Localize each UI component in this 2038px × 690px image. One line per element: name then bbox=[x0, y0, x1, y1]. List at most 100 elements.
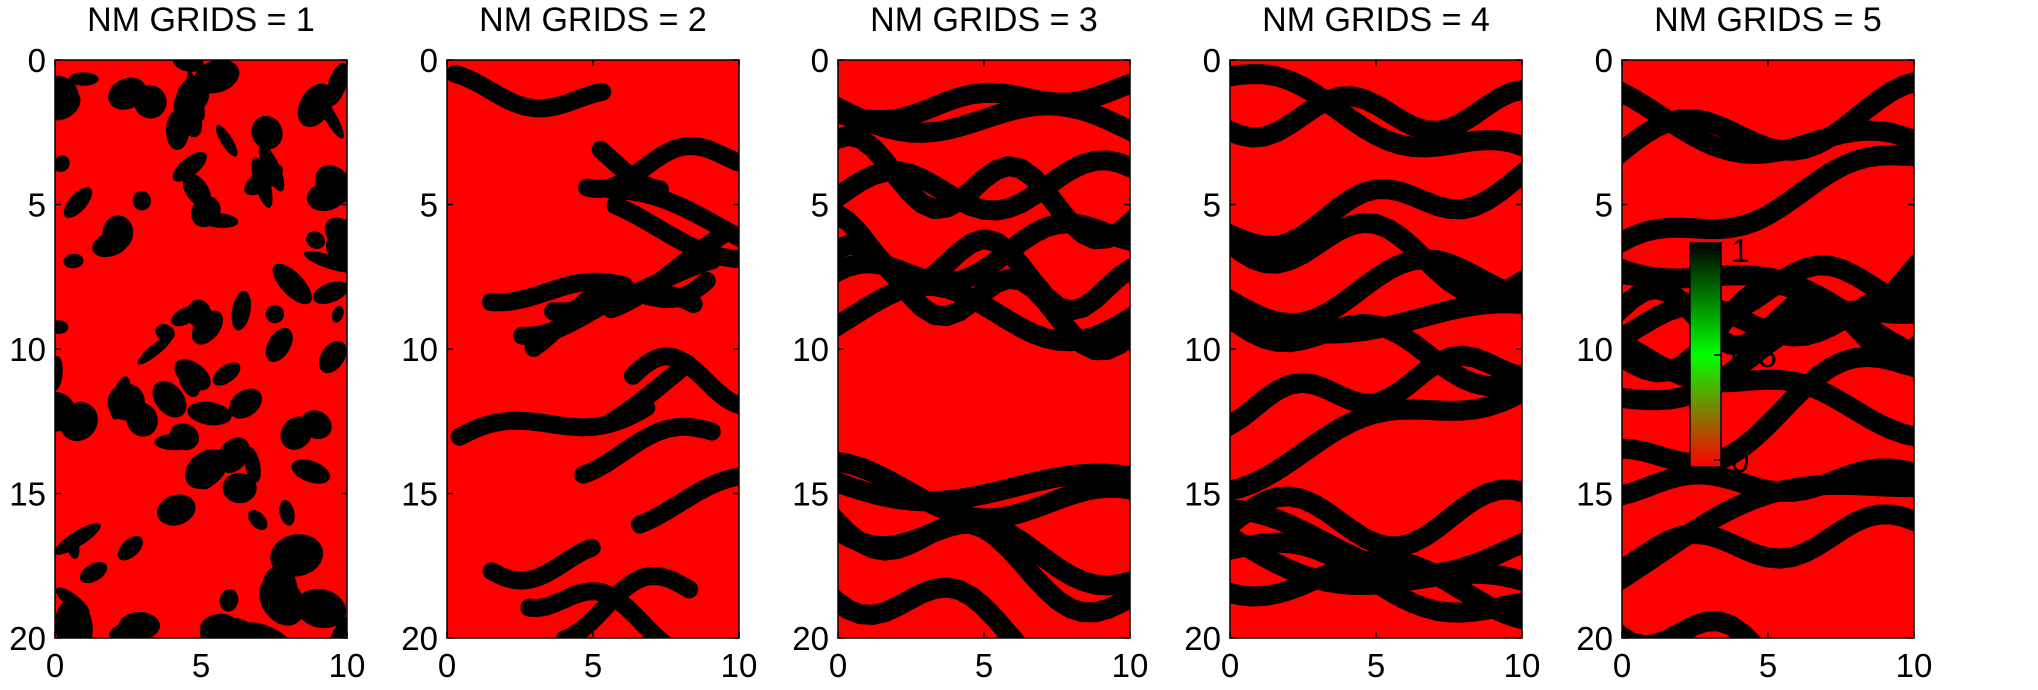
channel-marks bbox=[1622, 71, 1914, 638]
channel-blob bbox=[324, 217, 347, 251]
y-tick-label: 15 bbox=[9, 476, 46, 513]
channel bbox=[1230, 64, 1522, 158]
channel-blob bbox=[251, 115, 283, 150]
channel-blob bbox=[279, 500, 295, 526]
channel bbox=[1622, 258, 1914, 365]
channel bbox=[1622, 300, 1914, 411]
x-tick-label: 5 bbox=[584, 647, 602, 684]
x-tick-label: 10 bbox=[329, 647, 366, 684]
channel-blob bbox=[212, 362, 241, 386]
channel-blob bbox=[152, 380, 187, 418]
channel bbox=[1230, 79, 1522, 148]
y-tick-label: 10 bbox=[1184, 331, 1221, 368]
channel-blob bbox=[173, 60, 204, 72]
channel-blob bbox=[66, 534, 80, 559]
x-tick-label: 5 bbox=[975, 647, 993, 684]
panel: NM GRIDS = 4 0 5 10 0 5 10 15 20 bbox=[1184, 1, 1540, 684]
y-tick-label: 0 bbox=[420, 42, 438, 79]
x-tick-label: 5 bbox=[192, 647, 210, 684]
y-tick-label: 10 bbox=[9, 331, 46, 368]
channel bbox=[838, 463, 1130, 512]
channel-blob bbox=[79, 561, 108, 584]
channel bbox=[838, 507, 1130, 623]
channel-blob bbox=[295, 588, 347, 629]
channel bbox=[838, 452, 1130, 529]
channel-blob bbox=[297, 83, 334, 128]
y-tick-label: 15 bbox=[1576, 476, 1613, 513]
y-tick-label: 20 bbox=[1576, 620, 1613, 657]
channel bbox=[838, 125, 1130, 250]
channel-blob bbox=[258, 144, 285, 192]
channel-blob bbox=[63, 187, 93, 218]
channel bbox=[556, 567, 699, 638]
channel bbox=[1622, 474, 1914, 591]
panel: NM GRIDS = 3 0 5 10 0 5 10 15 20 bbox=[792, 1, 1148, 684]
channel-blob bbox=[55, 320, 69, 334]
colorbar-tick-label: 0.5 bbox=[1731, 337, 1777, 374]
x-tick-label: 10 bbox=[1896, 647, 1933, 684]
channel-blob bbox=[280, 416, 313, 450]
channel bbox=[1230, 532, 1522, 623]
y-tick-label: 20 bbox=[401, 620, 438, 657]
channel-marks bbox=[1230, 64, 1522, 630]
channel bbox=[1230, 161, 1522, 256]
channel-blob bbox=[55, 587, 90, 616]
channel-blob bbox=[303, 251, 347, 273]
channel bbox=[481, 272, 634, 312]
channel bbox=[520, 582, 672, 638]
channel bbox=[482, 538, 601, 590]
channel-blob bbox=[291, 459, 331, 484]
channel-blob bbox=[231, 290, 252, 331]
channel bbox=[630, 467, 739, 534]
channel-blob bbox=[272, 263, 312, 305]
channel-blob bbox=[219, 588, 239, 612]
channel-blob bbox=[187, 401, 232, 426]
y-tick-label: 15 bbox=[792, 476, 829, 513]
channel bbox=[1230, 479, 1522, 557]
channel-blob bbox=[259, 575, 305, 626]
y-tick-label: 20 bbox=[792, 620, 829, 657]
channel-blob bbox=[330, 615, 347, 638]
channel-blob bbox=[107, 383, 145, 421]
y-tick-label: 5 bbox=[1595, 187, 1613, 224]
channel-blob bbox=[68, 72, 99, 86]
channel-blob bbox=[306, 231, 326, 250]
panel: NM GRIDS = 2 0 5 10 0 5 10 15 20 bbox=[401, 1, 757, 684]
y-tick-label: 20 bbox=[1184, 620, 1221, 657]
channel-blob bbox=[55, 355, 63, 391]
colorbar-tick-label: 1 bbox=[1731, 232, 1749, 269]
channel-blob bbox=[55, 155, 70, 173]
channel-blob bbox=[318, 340, 347, 374]
y-tick-label: 15 bbox=[1184, 476, 1221, 513]
channel-blob bbox=[199, 613, 239, 638]
channel-blob bbox=[228, 388, 263, 419]
channel bbox=[578, 137, 739, 198]
y-tick-label: 5 bbox=[811, 187, 829, 224]
channel bbox=[838, 150, 1130, 221]
channel-blob bbox=[108, 77, 147, 110]
panel-title: NM GRIDS = 4 bbox=[1262, 1, 1490, 39]
panel-title: NM GRIDS = 1 bbox=[87, 1, 315, 39]
y-tick-label: 10 bbox=[401, 331, 438, 368]
x-tick-label: 10 bbox=[1504, 647, 1541, 684]
x-tick-label: 10 bbox=[1112, 647, 1149, 684]
x-tick-label: 5 bbox=[1759, 647, 1777, 684]
channel-blob bbox=[109, 620, 143, 638]
channel bbox=[1230, 345, 1522, 437]
channel-blob bbox=[265, 327, 293, 363]
y-tick-label: 0 bbox=[811, 42, 829, 79]
y-tick-label: 5 bbox=[28, 187, 46, 224]
y-tick-label: 15 bbox=[401, 476, 438, 513]
y-tick-label: 0 bbox=[28, 42, 46, 79]
channel bbox=[1230, 212, 1522, 306]
x-tick-label: 0 bbox=[438, 647, 456, 684]
channel bbox=[574, 417, 721, 484]
x-tick-label: 0 bbox=[829, 647, 847, 684]
channel-blob bbox=[251, 157, 273, 208]
colorbar-tick-label: 0 bbox=[1731, 442, 1749, 479]
channel-blob bbox=[312, 281, 347, 304]
panel-title: NM GRIDS = 2 bbox=[479, 1, 707, 39]
channel-blob bbox=[174, 359, 211, 391]
